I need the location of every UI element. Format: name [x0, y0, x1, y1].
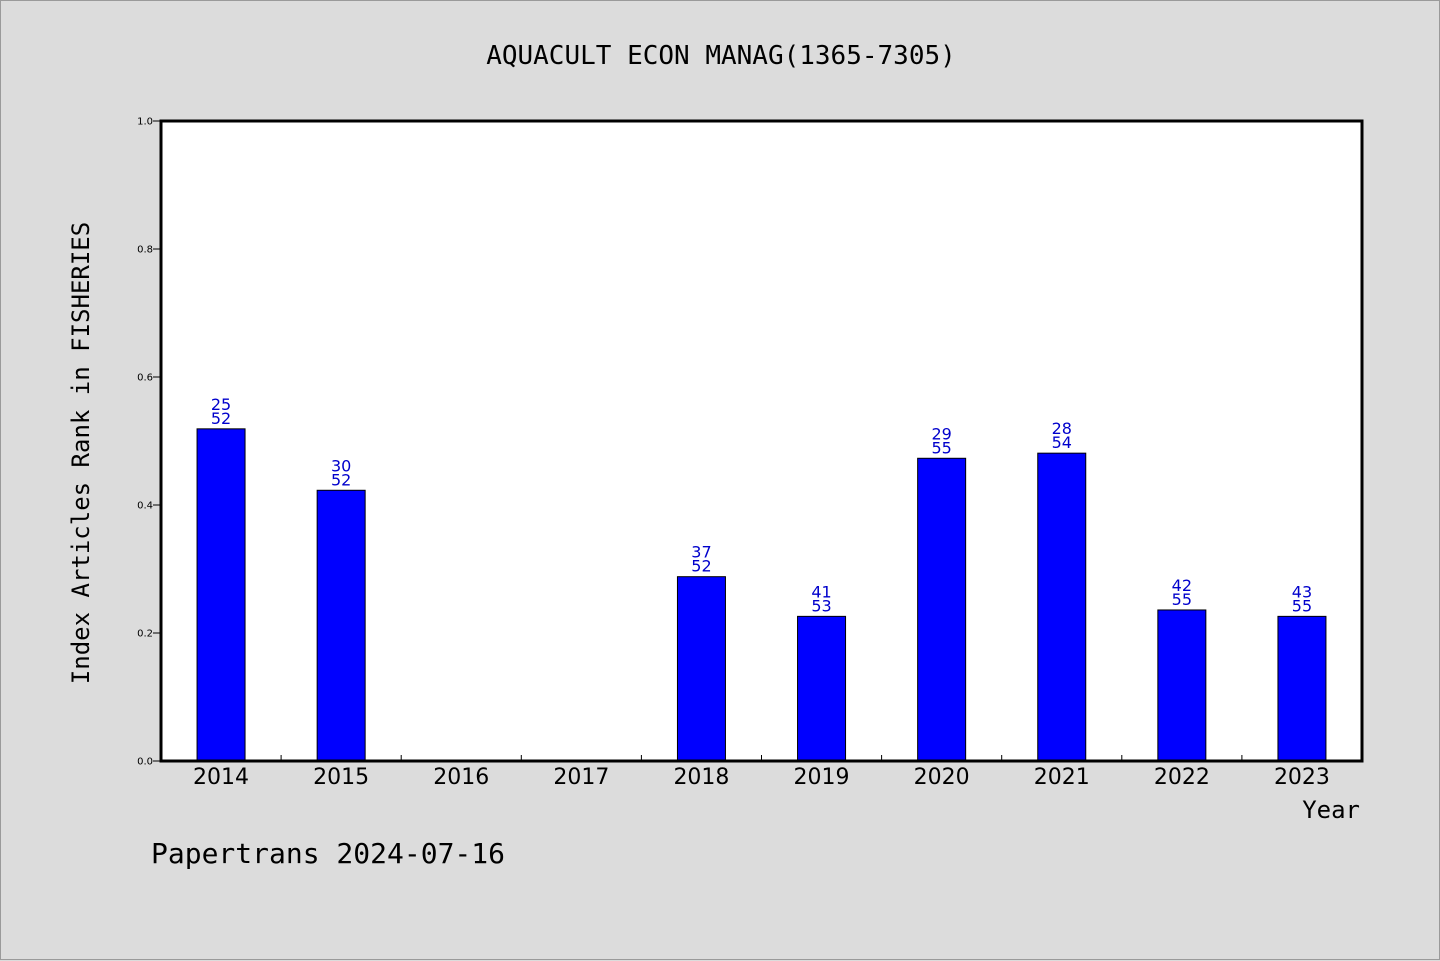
bar-label-rank: 29: [931, 424, 951, 443]
bar-label-total: 55: [1172, 590, 1192, 609]
x-tick-label: 2021: [1034, 765, 1090, 790]
x-tick-label: 2014: [193, 765, 249, 790]
x-tick-label: 2020: [914, 765, 970, 790]
y-axis: 0.0 0.2 0.4 0.6 0.8 1.0: [137, 117, 161, 768]
bar-2014: [196, 428, 246, 762]
bars-group: [196, 428, 1327, 762]
bar-2015: [316, 489, 366, 762]
bar-2019: [797, 615, 847, 762]
chart-title: AQUACULT ECON MANAG(1365-7305): [486, 41, 956, 71]
x-tick-label: 2019: [794, 765, 850, 790]
x-tick-label: 2018: [673, 765, 729, 790]
x-tick-label: 2017: [553, 765, 609, 790]
bar-label-rank: 28: [1052, 419, 1072, 438]
y-tick-label: 1.0: [137, 117, 153, 128]
bar-2021: [1037, 452, 1087, 762]
bar-label-rank: 30: [331, 456, 351, 475]
bar-label-rank: 25: [211, 395, 231, 414]
bar-label-total: 54: [1052, 433, 1072, 452]
y-axis-label: Index Articles Rank in FISHERIES: [67, 222, 95, 684]
y-tick-label: 0.2: [137, 629, 153, 640]
bar-label-total: 52: [211, 409, 231, 428]
y-tick-label: 0.0: [137, 757, 153, 768]
x-tick-label: 2016: [433, 765, 489, 790]
x-axis-label: Year: [1302, 796, 1360, 824]
bar-label-rank: 42: [1172, 576, 1192, 595]
x-axis: 2014 2015 2016 2017 2018 2019 2020 2021 2022 2023: [193, 755, 1330, 790]
bar-label-total: 55: [1292, 596, 1312, 615]
bar-label-total: 53: [811, 596, 831, 615]
y-tick-label: 0.6: [137, 373, 153, 384]
bar-label-total: 52: [691, 557, 711, 576]
bar-label-total: 55: [931, 438, 951, 457]
bar-2023: [1277, 615, 1327, 762]
y-tick-label: 0.8: [137, 245, 153, 256]
y-tick-label: 0.4: [137, 501, 153, 512]
x-tick-label: 2015: [313, 765, 369, 790]
bar-label-rank: 41: [811, 582, 831, 601]
bar-label-rank: 37: [691, 543, 711, 562]
x-tick-label: 2022: [1154, 765, 1210, 790]
plot-border: [159, 119, 1364, 763]
bar-2020: [917, 457, 967, 762]
bar-label-total: 52: [331, 470, 351, 489]
bar-2022: [1157, 609, 1207, 762]
footer-credit: Papertrans 2024-07-16: [151, 837, 505, 870]
bar-label-rank: 43: [1292, 582, 1312, 601]
bar-2018: [676, 576, 726, 762]
x-tick-label: 2023: [1274, 765, 1330, 790]
